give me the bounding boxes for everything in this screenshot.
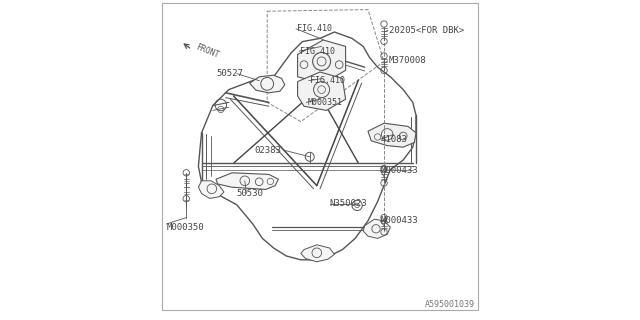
Text: M000351: M000351 [307,98,342,107]
Text: M000433: M000433 [381,166,419,175]
Polygon shape [301,245,334,262]
Polygon shape [298,40,346,83]
Text: FRONT: FRONT [195,43,221,60]
Text: A595001039: A595001039 [425,300,475,309]
Polygon shape [216,173,278,189]
Polygon shape [198,181,224,198]
Text: M000350: M000350 [166,223,204,232]
Text: 50527: 50527 [216,69,243,78]
Text: FIG.410: FIG.410 [297,24,332,33]
Polygon shape [250,75,285,93]
Text: FIG.410: FIG.410 [300,47,335,56]
Text: M000433: M000433 [381,216,419,225]
Polygon shape [364,219,390,238]
Text: FIG.410: FIG.410 [310,76,345,85]
Text: N350023: N350023 [330,199,367,208]
Text: 02383: 02383 [254,146,281,155]
Text: M370008: M370008 [388,56,426,65]
Polygon shape [368,123,416,147]
Text: 20205<FOR DBK>: 20205<FOR DBK> [388,26,464,35]
Text: 50530: 50530 [237,189,264,198]
Polygon shape [298,72,346,110]
Text: 41083: 41083 [381,135,408,144]
